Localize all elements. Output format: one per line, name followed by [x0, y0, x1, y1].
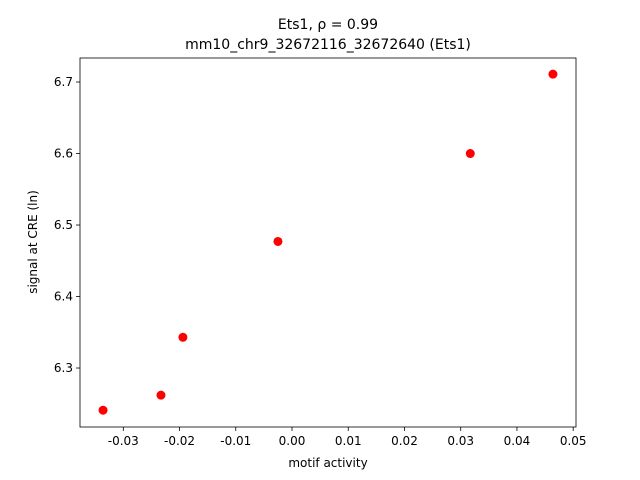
- x-tick-label: 0.04: [504, 434, 531, 448]
- y-tick-label: 6.7: [54, 75, 73, 89]
- chart-subtitle: mm10_chr9_32672116_32672640 (Ets1): [185, 37, 471, 53]
- x-axis-label: motif activity: [288, 456, 367, 470]
- y-axis-label: signal at CRE (ln): [26, 190, 40, 294]
- y-tick-label: 6.4: [54, 290, 73, 304]
- x-tick-label: -0.01: [220, 434, 251, 448]
- x-tick-label: 0.02: [391, 434, 418, 448]
- x-tick-label: 0.05: [560, 434, 587, 448]
- point: [98, 405, 108, 415]
- x-tick-label: 0.03: [447, 434, 474, 448]
- y-tick-label: 6.5: [54, 218, 73, 232]
- plot-frame: [79, 57, 577, 428]
- point: [548, 69, 558, 79]
- y-tick-label: 6.3: [54, 361, 73, 375]
- x-tick-label: -0.02: [164, 434, 195, 448]
- point: [178, 332, 188, 342]
- x-tick-label: 0.01: [335, 434, 362, 448]
- y-tick-label: 6.6: [54, 147, 73, 161]
- point: [465, 149, 475, 159]
- x-tick-label: 0.00: [279, 434, 306, 448]
- chart-title: Ets1, ρ = 0.99: [278, 17, 378, 33]
- x-tick-label: -0.03: [108, 434, 139, 448]
- point: [273, 236, 283, 246]
- point: [156, 390, 166, 400]
